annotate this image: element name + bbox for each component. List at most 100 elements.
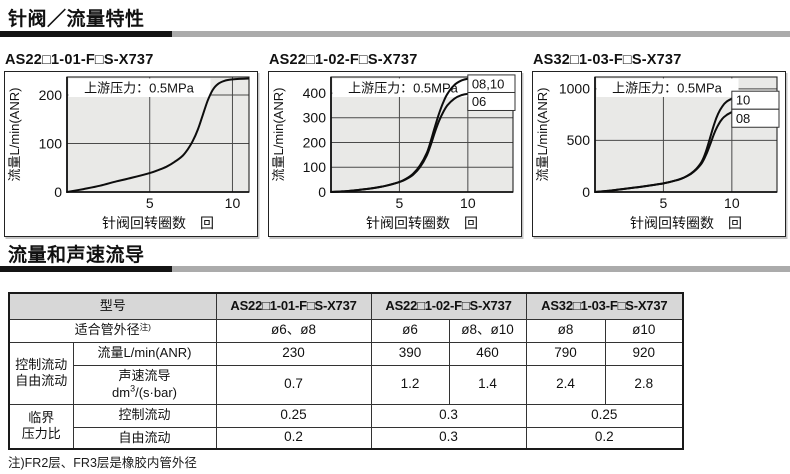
section-rule-dark-segment xyxy=(0,266,172,272)
conductance-cell: 0.7 xyxy=(215,364,372,405)
conductance-cell: 1.4 xyxy=(448,364,527,405)
section-title-needle-valve-flow: 针阀／流量特性 xyxy=(8,9,145,30)
chart-title: AS32□1-03-F□S-X737 xyxy=(533,52,682,68)
tube-od-cell: ø8 xyxy=(525,318,606,343)
conductance-row: 声速流导 dm3/(s·bar) 0.7 1.2 1.4 2.4 2.8 xyxy=(9,364,684,405)
curve-label: 10 xyxy=(736,93,750,108)
flow-rate-cell: 390 xyxy=(370,341,450,366)
annotation-box xyxy=(68,78,211,97)
curve-label: 06 xyxy=(472,94,486,109)
conductance-label-line2: dm3/(s·bar) xyxy=(112,383,177,401)
x-axis-label: 针阀回转圈数 回 xyxy=(366,215,478,231)
chart-card-as32-03: AS32□1-03-F□S-X737 上游压力：0.5MPa 10 08 0 500 10… xyxy=(532,52,786,237)
x-tick-label: 10 xyxy=(724,195,740,211)
y-axis-label: 流量L/min(ANR) xyxy=(271,88,286,182)
flow-chart-svg: 上游压力：0.5MPa 08,10 06 0 100 200 300 400 5 10 流量L/mi… xyxy=(271,74,516,231)
model-header-cell: AS22□1-01-F□S-X737 xyxy=(215,292,372,320)
y-tick-label: 300 xyxy=(303,110,327,126)
flow-rate-cell: 230 xyxy=(215,341,372,366)
curve-label-box xyxy=(467,91,516,111)
x-tick-label: 10 xyxy=(225,195,241,211)
annotation-box xyxy=(332,78,475,97)
critical-free-cell: 0.2 xyxy=(215,426,372,450)
critical-controlled-cell: 0.25 xyxy=(215,403,372,428)
charts-row: AS22□1-01-F□S-X737 上游压力：0.5MPa 0 100 200 5 10… xyxy=(4,52,786,237)
flow-curve xyxy=(594,111,733,193)
y-tick-label: 100 xyxy=(39,135,63,151)
section-rule-dark-segment xyxy=(0,31,172,37)
flow-rate-cell: 460 xyxy=(448,341,527,366)
flow-rate-cell: 920 xyxy=(604,341,684,366)
flow-curve xyxy=(330,92,469,193)
conductance-cell: 1.2 xyxy=(370,364,450,405)
curve-label: 08,10 xyxy=(472,76,505,91)
y-tick-label: 400 xyxy=(303,85,327,101)
tube-od-label-cell: 适合管外径注) xyxy=(8,318,217,343)
controlled-flow-label-cell: 控制流动 xyxy=(72,403,217,428)
y-tick-label: 0 xyxy=(54,184,62,200)
flow-group-line2: 自由流动 xyxy=(15,373,68,388)
model-header-cell: AS22□1-02-F□S-X737 xyxy=(370,292,527,320)
footnote: 注)FR2层、FR3层是橡胶内管外径 xyxy=(8,456,197,470)
x-axis-label: 针阀回转圈数 回 xyxy=(102,215,214,231)
critical-free-row: 自由流动 0.2 0.3 0.2 xyxy=(9,426,684,450)
flow-group-line1: 控制流动 xyxy=(15,356,68,372)
critical-controlled-cell: 0.3 xyxy=(370,403,527,428)
upstream-pressure-annotation: 上游压力：0.5MPa xyxy=(612,81,723,96)
curve-label: 08 xyxy=(736,111,750,126)
y-tick-label: 500 xyxy=(567,132,591,148)
chart-card-as22-02: AS22□1-02-F□S-X737 上游压力：0.5MPa 08,10 06 0 10… xyxy=(268,52,522,237)
upstream-pressure-annotation: 上游压力：0.5MPa xyxy=(348,81,459,96)
section-title-flow-conductance: 流量和声速流导 xyxy=(8,245,145,266)
critical-group-label-cell: 临界 压力比 xyxy=(8,403,74,450)
table-header-row: 型号 AS22□1-01-F□S-X737 AS22□1-02-F□S-X737… xyxy=(8,292,684,320)
chart-plot-frame: 上游压力：0.5MPa 08,10 06 0 100 200 300 400 5 10 流量L/mi… xyxy=(268,71,522,237)
chart-title: AS22□1-01-F□S-X737 xyxy=(5,52,154,68)
x-tick-label: 10 xyxy=(460,195,476,211)
critical-free-cell: 0.3 xyxy=(370,426,527,450)
y-tick-label: 100 xyxy=(303,159,327,175)
y-tick-label: 0 xyxy=(582,184,590,200)
flow-rate-label-cell: 流量L/min(ANR) xyxy=(72,341,217,366)
tube-od-cell: ø6、ø8 xyxy=(215,318,372,343)
model-label-cell: 型号 xyxy=(8,292,217,320)
free-flow-label-cell: 自由流动 xyxy=(72,426,217,450)
conductance-cell: 2.8 xyxy=(604,364,684,405)
section-rule xyxy=(0,31,790,37)
critical-controlled-cell: 0.25 xyxy=(525,403,684,428)
section-rule xyxy=(0,266,790,272)
critical-controlled-row: 临界 压力比 控制流动 0.25 0.3 0.25 xyxy=(8,403,684,450)
critical-group-line1: 临界 xyxy=(28,410,55,425)
curve-label-box xyxy=(731,108,780,128)
chart-card-as22-01: AS22□1-01-F□S-X737 上游压力：0.5MPa 0 100 200 5 10… xyxy=(4,52,258,237)
x-axis-label: 针阀回转圈数 回 xyxy=(630,215,742,231)
tube-od-row: 适合管外径注) ø6、ø8 ø6 ø8、ø10 ø8 ø10 xyxy=(8,318,684,343)
flow-chart-svg: 上游压力：0.5MPa 0 100 200 5 10 流量L/min(ANR) 针阀回转圈数 … xyxy=(7,76,250,231)
tube-od-label: 适合管外径 xyxy=(74,322,140,338)
chart-title: AS22□1-02-F□S-X737 xyxy=(269,52,418,68)
flow-curve xyxy=(66,77,250,193)
tube-od-cell: ø6 xyxy=(370,318,450,343)
conductance-label-line1: 声速流导 xyxy=(118,367,171,383)
tube-od-cell: ø10 xyxy=(604,318,684,343)
y-axis-label: 流量L/min(ANR) xyxy=(535,88,550,182)
y-tick-label: 200 xyxy=(39,87,63,103)
chart-plot-frame: 上游压力：0.5MPa 10 08 0 500 1000 5 10 流量L/min(ANR) 针阀… xyxy=(532,71,786,237)
chart-plot-frame: 上游压力：0.5MPa 0 100 200 5 10 流量L/min(ANR) 针阀回转圈数 … xyxy=(4,71,258,237)
model-header-cell: AS32□1-03-F□S-X737 xyxy=(525,292,684,320)
tube-od-cell: ø8、ø10 xyxy=(448,318,527,343)
critical-free-cell: 0.2 xyxy=(525,426,684,450)
annotation-box xyxy=(596,78,739,97)
flow-chart-svg: 上游压力：0.5MPa 10 08 0 500 1000 5 10 流量L/min(ANR) 针阀… xyxy=(535,76,780,231)
y-tick-label: 1000 xyxy=(559,81,590,97)
y-axis-label: 流量L/min(ANR) xyxy=(7,88,22,182)
note-superscript: 注) xyxy=(139,322,151,333)
flow-rate-cell: 790 xyxy=(525,341,606,366)
conductance-label-cell: 声速流导 dm3/(s·bar) xyxy=(72,364,217,405)
spec-table: 型号 AS22□1-01-F□S-X737 AS22□1-02-F□S-X737… xyxy=(8,292,685,450)
flow-group-label-cell: 控制流动 自由流动 xyxy=(8,341,74,405)
x-tick-label: 5 xyxy=(660,195,668,211)
critical-group-line2: 压力比 xyxy=(21,426,61,442)
x-tick-label: 5 xyxy=(146,195,154,211)
